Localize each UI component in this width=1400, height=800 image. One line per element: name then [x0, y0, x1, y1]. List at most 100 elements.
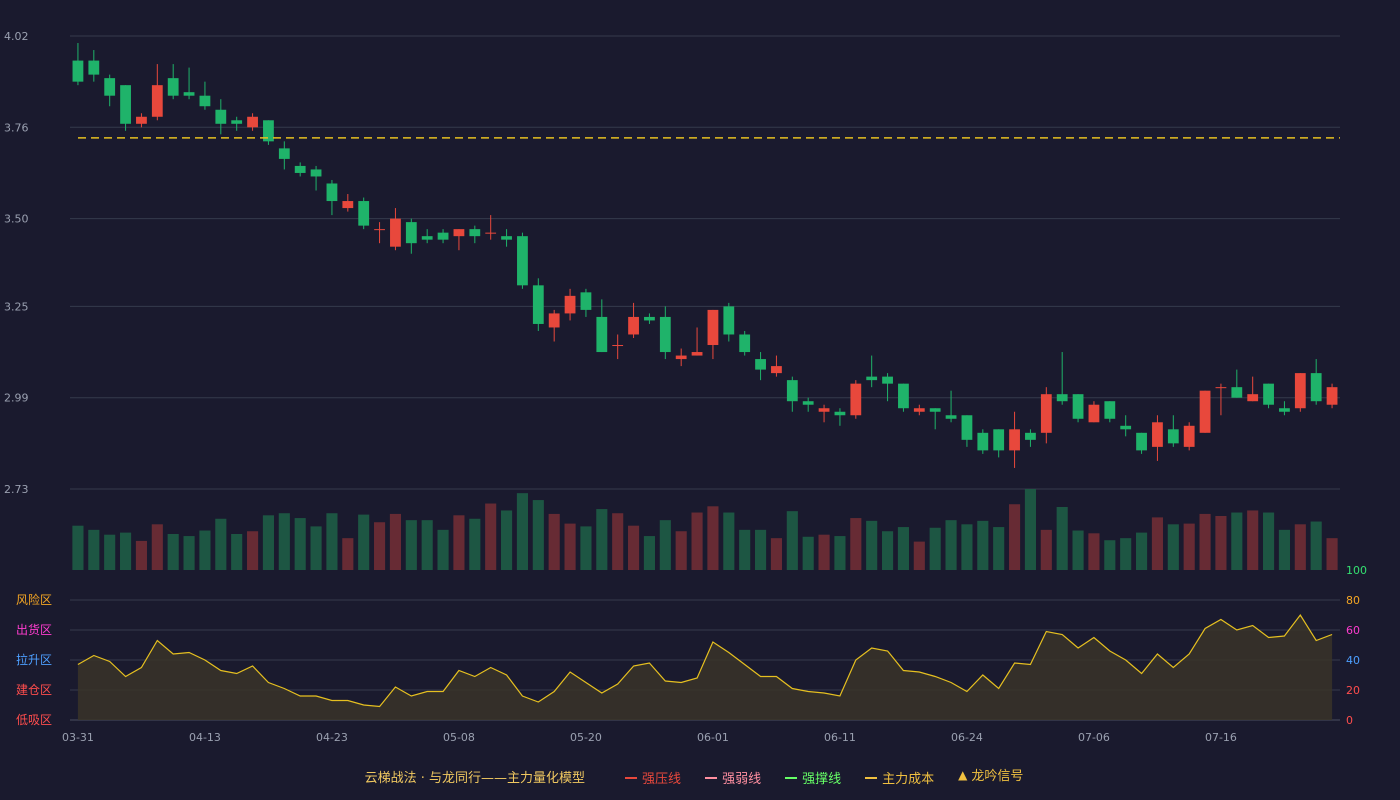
- candle-body: [739, 334, 751, 353]
- candle-body: [628, 316, 639, 335]
- candle-body: [1183, 425, 1195, 447]
- candle-body: [977, 432, 989, 451]
- candle-body: [72, 60, 84, 82]
- price-tick-label: 2.99: [4, 392, 29, 405]
- candle-body: [1263, 383, 1274, 405]
- candle-body: [310, 169, 322, 177]
- candle-body: [1104, 401, 1116, 419]
- volume-bar: [485, 503, 497, 570]
- volume-bar: [342, 538, 354, 570]
- candle-body: [167, 78, 179, 96]
- legend-item: ▲ 龙吟信号: [958, 765, 1024, 785]
- indicator-line: [77, 613, 1333, 720]
- candle-body: [659, 316, 671, 353]
- volume-bar: [88, 529, 100, 570]
- candle-body: [548, 313, 560, 328]
- volume-bar: [945, 520, 957, 570]
- candle-body: [1072, 394, 1084, 419]
- candle-body: [850, 383, 862, 416]
- volume-bar: [707, 506, 719, 570]
- candle-body: [405, 222, 417, 244]
- price-axis: 4.02 3.76 3.50 3.25 2.99 2.73: [4, 30, 29, 496]
- volume-bar: [993, 527, 1005, 570]
- volume-bar: [1040, 529, 1052, 570]
- price-tick-label: 3.25: [4, 300, 29, 313]
- volume-bar: [135, 540, 147, 570]
- volume-bar: [1072, 530, 1084, 570]
- candle-body: [691, 352, 703, 356]
- volume-bar: [183, 536, 195, 570]
- volume-bar: [389, 513, 401, 570]
- volume-bar: [1136, 532, 1148, 570]
- date-axis: 03-31 04-13 04-23 05-08 05-20 06-01 06-11 06-24…: [62, 731, 1237, 744]
- price-tick-label: 2.73: [4, 483, 29, 496]
- candle-body: [247, 116, 258, 128]
- candle-body: [802, 401, 814, 405]
- volume-bar: [501, 510, 513, 570]
- volume-bars: [72, 489, 1338, 570]
- volume-bar: [977, 520, 989, 570]
- triangle-up-icon: ▲: [958, 767, 968, 782]
- candle-body: [1199, 390, 1211, 433]
- volume-bar: [405, 520, 417, 570]
- solid-line-icon: [785, 776, 798, 779]
- candle-body: [675, 355, 687, 360]
- volume-bar: [199, 530, 211, 570]
- candle-body: [183, 92, 195, 96]
- volume-bar: [866, 520, 878, 570]
- candle-body: [1167, 429, 1179, 444]
- volume-bar: [1231, 512, 1243, 570]
- price-tick-label: 3.76: [4, 121, 29, 134]
- volume-bar: [1215, 516, 1227, 570]
- volume-bar: [1310, 521, 1322, 570]
- legend: 云梯战法 · 与龙同行——主力量化模型 强压线 强弱线 强撑线 主力成本 ▲ 龙吟信号: [0, 764, 1400, 788]
- volume-bar: [278, 513, 290, 570]
- indicator-tick-label: 0: [1346, 714, 1353, 727]
- candle-body: [1279, 408, 1290, 412]
- candle-body: [882, 376, 893, 384]
- date-tick-label: 06-24: [951, 731, 983, 744]
- price-tick-label: 3.50: [4, 213, 29, 226]
- candle-body: [136, 116, 147, 124]
- volume-bar: [374, 522, 386, 570]
- volume-bar: [1167, 524, 1179, 570]
- candle-body: [1326, 387, 1338, 405]
- legend-label: 主力成本: [882, 772, 935, 787]
- legend-label: 龙吟信号: [971, 769, 1024, 784]
- candle-body: [1231, 387, 1243, 398]
- candle-body: [1025, 432, 1036, 440]
- candle-body: [1136, 432, 1147, 451]
- date-tick-label: 04-23: [316, 731, 348, 744]
- volume-bar: [1104, 540, 1116, 570]
- indicator-tick-label: 60: [1346, 624, 1360, 637]
- candle-body: [485, 232, 497, 234]
- volume-bar: [770, 538, 782, 570]
- candle-body: [1009, 429, 1020, 451]
- candle-body: [1152, 422, 1163, 447]
- volume-bar: [262, 515, 274, 570]
- candle-body: [358, 201, 370, 226]
- zone-label: 建仓区: [16, 683, 52, 697]
- legend-title: 云梯战法 · 与龙同行——主力量化模型: [364, 770, 586, 786]
- zone-label: 低吸区: [16, 713, 52, 727]
- volume-bar: [453, 515, 465, 570]
- date-tick-label: 07-16: [1205, 731, 1237, 744]
- candle-body: [707, 309, 719, 346]
- candle-body: [945, 415, 957, 419]
- volume-bar: [516, 493, 528, 570]
- candle-body: [596, 316, 608, 353]
- volume-bar: [628, 525, 640, 570]
- volume-bar: [659, 520, 671, 570]
- volume-bar: [739, 529, 751, 570]
- price-grid: [70, 35, 1340, 490]
- legend-label: 强弱线: [722, 772, 762, 787]
- legend-items: 强压线 强弱线 强撑线 主力成本 ▲ 龙吟信号: [613, 765, 1035, 787]
- volume-bar: [215, 518, 227, 570]
- volume-bar: [1183, 523, 1195, 570]
- volume-bar: [1151, 517, 1163, 570]
- candle-body: [215, 109, 227, 124]
- date-tick-label: 05-20: [570, 731, 602, 744]
- volume-bar: [818, 534, 830, 570]
- volume-bar: [897, 527, 909, 570]
- candle-body: [993, 429, 1005, 451]
